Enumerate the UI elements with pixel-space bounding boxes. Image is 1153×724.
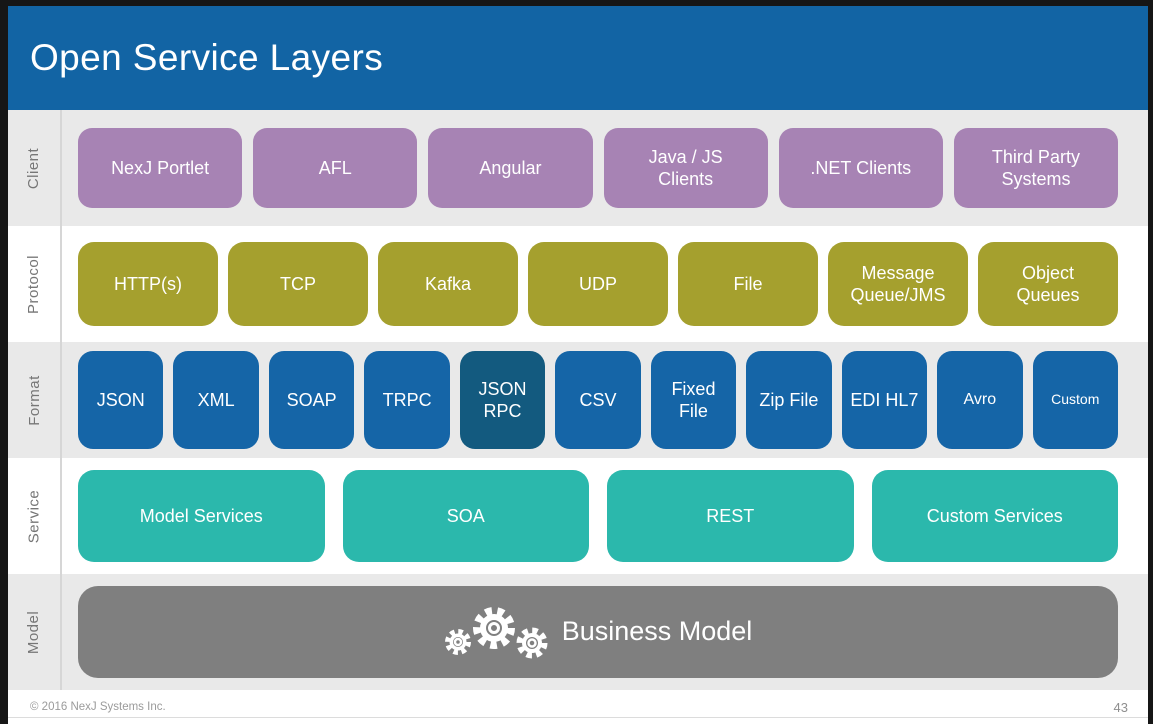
- box-label: XML: [197, 389, 235, 410]
- service-box-model-services: Model Services: [78, 470, 325, 562]
- format-box-json-rpc: JSON RPC: [459, 351, 546, 449]
- layer-row-protocol: Protocol HTTP(s) TCP Kafka UDP File Message Qu…: [8, 226, 1148, 342]
- gear-medium: [516, 627, 548, 659]
- protocol-box-http-s: HTTP(s): [78, 242, 218, 326]
- layer-label-service: Service: [8, 458, 62, 574]
- layer-row-service: Service Model Services SOA REST Custom Servi…: [8, 458, 1148, 574]
- client-box-third-party-systems: Third Party Systems: [953, 128, 1119, 208]
- slide: Open Service Layers Client NexJ Portlet AF…: [8, 6, 1148, 724]
- client-box-angular: Angular: [428, 128, 593, 208]
- box-label: Model Services: [139, 505, 263, 526]
- box-label: SOAP: [286, 389, 337, 410]
- box-label: Message Queue/JMS: [850, 262, 946, 306]
- box-label: Object Queues: [1016, 262, 1080, 306]
- protocol-box-object-queues: Object Queues: [978, 242, 1118, 326]
- box-label: SOA: [446, 505, 485, 526]
- box-label: TCP: [280, 273, 316, 294]
- client-box-java-js-clients: Java / JS Clients: [603, 128, 768, 208]
- format-box-avro: Avro: [937, 351, 1023, 449]
- layer-items-model: Business Model: [62, 574, 1148, 690]
- protocol-box-kafka: Kafka: [378, 242, 518, 326]
- service-box-rest: REST: [607, 470, 854, 562]
- client-box-net-clients: .NET Clients: [778, 128, 943, 208]
- format-box-custom: Custom: [1032, 351, 1118, 449]
- box-label: TRPC: [382, 389, 432, 410]
- format-box-zip-file: Zip File: [746, 351, 832, 449]
- box-label: Business Model: [561, 616, 753, 647]
- box-label: EDI HL7: [850, 389, 919, 410]
- layers: Client NexJ Portlet AFL Angular Java / JS Cl…: [8, 110, 1148, 690]
- layer-label-format: Format: [8, 342, 62, 458]
- protocol-box-message-queue-jms: Message Queue/JMS: [828, 242, 968, 326]
- box-label: Zip File: [759, 389, 819, 410]
- layer-label-text: Client: [25, 147, 43, 189]
- format-box-fixed-file: Fixed File: [650, 351, 737, 449]
- box-label: Avro: [963, 391, 997, 408]
- format-box-soap: SOAP: [268, 351, 355, 449]
- box-label: JSON: [96, 389, 145, 410]
- model-box-business-model: Business Model: [78, 586, 1118, 678]
- box-label: REST: [706, 505, 755, 526]
- client-box-afl: AFL: [253, 128, 418, 208]
- box-label: Third Party Systems: [991, 146, 1080, 190]
- box-label: Kafka: [424, 273, 472, 294]
- gear-small: [444, 629, 471, 655]
- service-box-soa: SOA: [342, 470, 589, 562]
- layer-label-client: Client: [8, 110, 62, 226]
- format-box-trpc: TRPC: [364, 351, 450, 449]
- footer: © 2016 NexJ Systems Inc. 43: [8, 690, 1148, 724]
- layer-items-format: JSON XML SOAP TRPC JSON RPC CSV Fixed File Zip …: [62, 342, 1148, 458]
- layer-row-model: Model Business Model: [8, 574, 1148, 690]
- protocol-box-tcp: TCP: [228, 242, 368, 326]
- box-label: .NET Clients: [810, 157, 912, 178]
- layer-items-protocol: HTTP(s) TCP Kafka UDP File Message Queue/JMS O…: [62, 226, 1148, 342]
- layer-label-text: Format: [25, 374, 43, 426]
- box-label: Angular: [479, 157, 542, 178]
- layer-items-service: Model Services SOA REST Custom Services: [62, 458, 1148, 574]
- layer-label-text: Protocol: [25, 254, 43, 314]
- format-box-json: JSON: [78, 351, 164, 449]
- layer-row-client: Client NexJ Portlet AFL Angular Java / JS Cl…: [8, 110, 1148, 226]
- copyright-text: © 2016 NexJ Systems Inc.: [30, 701, 166, 713]
- box-label: Custom: [1051, 391, 1100, 408]
- client-box-nexj-portlet: NexJ Portlet: [78, 128, 243, 208]
- box-label: HTTP(s): [114, 273, 182, 294]
- footer-divider: [8, 717, 1148, 718]
- page-number: 43: [1113, 699, 1128, 715]
- box-label: JSON RPC: [478, 378, 527, 422]
- layer-label-text: Service: [25, 489, 43, 543]
- layer-label-model: Model: [8, 574, 62, 690]
- gears-icon: [444, 607, 548, 659]
- layer-row-format: Format JSON XML SOAP TRPC JSON RPC CSV Fixed Fi…: [8, 342, 1148, 458]
- box-label: NexJ Portlet: [111, 157, 210, 178]
- box-label: File: [733, 273, 763, 294]
- box-label: Fixed File: [671, 378, 716, 422]
- layer-label-text: Model: [25, 610, 43, 654]
- format-box-csv: CSV: [555, 351, 641, 449]
- page-title: Open Service Layers: [30, 37, 384, 78]
- protocol-box-file: File: [678, 242, 818, 326]
- title-banner: Open Service Layers: [8, 6, 1148, 110]
- box-label: CSV: [579, 389, 617, 410]
- box-label: AFL: [318, 157, 352, 178]
- service-box-custom-services: Custom Services: [871, 470, 1118, 562]
- layer-items-client: NexJ Portlet AFL Angular Java / JS Clients.…: [62, 110, 1148, 226]
- box-label: Custom Services: [926, 505, 1063, 526]
- protocol-box-udp: UDP: [528, 242, 668, 326]
- format-box-edi-hl7: EDI HL7: [841, 351, 928, 449]
- gear-large: [472, 607, 515, 649]
- format-box-xml: XML: [173, 351, 259, 449]
- box-label: Java / JS Clients: [648, 146, 723, 190]
- layer-label-protocol: Protocol: [8, 226, 62, 342]
- box-label: UDP: [578, 273, 617, 294]
